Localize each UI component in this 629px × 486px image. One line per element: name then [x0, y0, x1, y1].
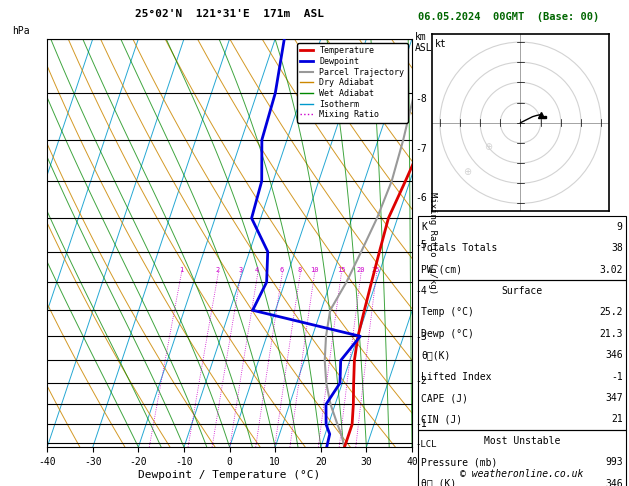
Text: $\oplus$: $\oplus$ [484, 141, 493, 153]
X-axis label: Dewpoint / Temperature (°C): Dewpoint / Temperature (°C) [138, 469, 321, 480]
Text: 10: 10 [310, 267, 318, 273]
Text: 347: 347 [605, 393, 623, 403]
Text: -8: -8 [415, 94, 427, 104]
Text: 38: 38 [611, 243, 623, 253]
Text: 4: 4 [255, 267, 259, 273]
Text: $\oplus$: $\oplus$ [464, 166, 473, 176]
Text: 25: 25 [372, 267, 381, 273]
Text: 1: 1 [179, 267, 183, 273]
Text: 9: 9 [617, 222, 623, 232]
Text: -1: -1 [611, 372, 623, 382]
Text: 21.3: 21.3 [599, 329, 623, 339]
Text: -7: -7 [415, 144, 427, 155]
Text: -4: -4 [415, 286, 427, 296]
Text: K: K [421, 222, 427, 232]
Text: θᴇ(K): θᴇ(K) [421, 350, 451, 360]
Text: Totals Totals: Totals Totals [421, 243, 498, 253]
Text: Dewp (°C): Dewp (°C) [421, 329, 474, 339]
Text: -2: -2 [415, 376, 427, 386]
Text: 25.2: 25.2 [599, 308, 623, 317]
Text: 15: 15 [337, 267, 345, 273]
Text: km
ASL: km ASL [415, 32, 433, 53]
Text: -6: -6 [415, 193, 427, 203]
Text: 06.05.2024  00GMT  (Base: 00): 06.05.2024 00GMT (Base: 00) [418, 12, 599, 22]
Text: Mixing Ratio (g/kg): Mixing Ratio (g/kg) [428, 192, 437, 294]
Text: -5: -5 [415, 240, 427, 250]
Text: kt: kt [435, 39, 447, 50]
Text: CIN (J): CIN (J) [421, 415, 462, 424]
Text: 346: 346 [605, 479, 623, 486]
Text: 3: 3 [238, 267, 243, 273]
Text: Pressure (mb): Pressure (mb) [421, 457, 498, 467]
Text: -LCL: -LCL [415, 440, 437, 449]
Text: 2: 2 [216, 267, 220, 273]
Text: 8: 8 [298, 267, 302, 273]
Text: 993: 993 [605, 457, 623, 467]
Text: Temp (°C): Temp (°C) [421, 308, 474, 317]
Legend: Temperature, Dewpoint, Parcel Trajectory, Dry Adiabat, Wet Adiabat, Isotherm, Mi: Temperature, Dewpoint, Parcel Trajectory… [297, 43, 408, 122]
Text: θᴇ (K): θᴇ (K) [421, 479, 457, 486]
Text: Lifted Index: Lifted Index [421, 372, 492, 382]
Text: Surface: Surface [501, 286, 543, 296]
Text: 25°02'N  121°31'E  171m  ASL: 25°02'N 121°31'E 171m ASL [135, 9, 324, 19]
Text: 21: 21 [611, 415, 623, 424]
Text: -3: -3 [415, 332, 427, 342]
Text: -1: -1 [415, 419, 427, 429]
Text: 346: 346 [605, 350, 623, 360]
Text: PW (cm): PW (cm) [421, 265, 462, 275]
Text: hPa: hPa [13, 26, 30, 36]
Text: © weatheronline.co.uk: © weatheronline.co.uk [460, 469, 584, 479]
Text: 3.02: 3.02 [599, 265, 623, 275]
Text: CAPE (J): CAPE (J) [421, 393, 469, 403]
Text: 20: 20 [357, 267, 365, 273]
Text: 6: 6 [280, 267, 284, 273]
Text: Most Unstable: Most Unstable [484, 436, 560, 446]
